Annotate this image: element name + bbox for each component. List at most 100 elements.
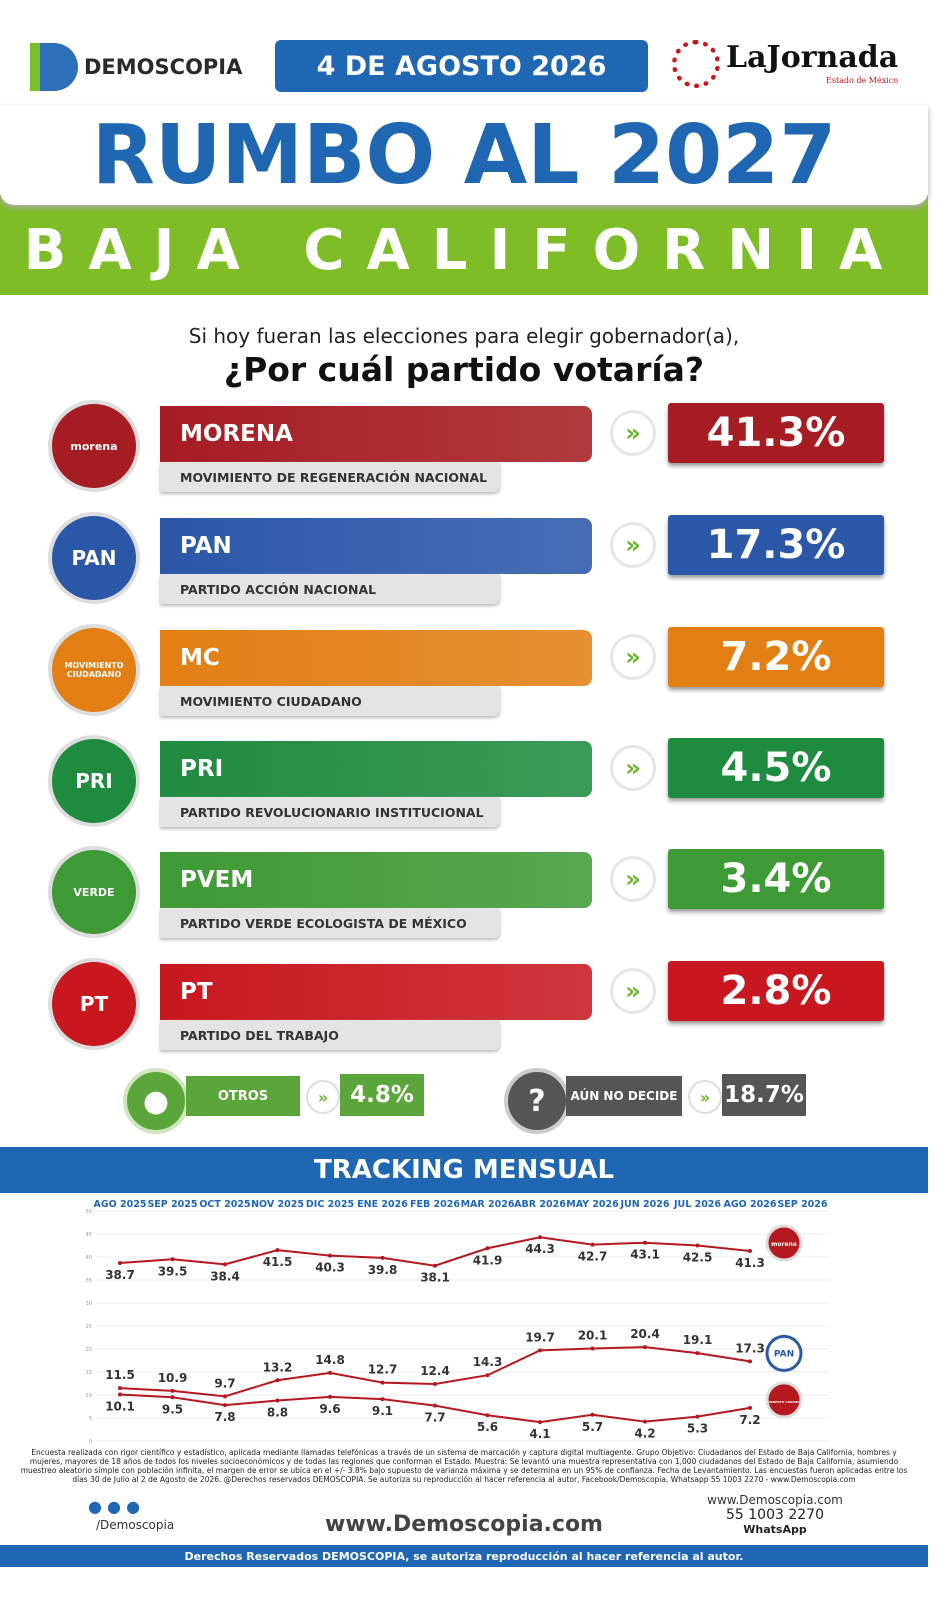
legend-icon xyxy=(765,1334,803,1372)
point xyxy=(223,1394,227,1399)
party-logo: PRI xyxy=(48,735,140,827)
data-label: 14.8 xyxy=(315,1353,345,1367)
question-line2: ¿Por cuál partido votaría? xyxy=(223,350,705,389)
party-result: 3.4% xyxy=(668,849,884,909)
tracking-title: TRACKING MENSUAL xyxy=(0,1147,928,1193)
x-tick-label: SEP 2025 xyxy=(147,1199,197,1210)
point xyxy=(643,1345,647,1350)
x-tick-label: AGO 2025 xyxy=(94,1199,147,1210)
legend-name: MOVIMIENTO CIUDADANO xyxy=(762,1400,806,1404)
methodology: Encuesta realizada con rigor científico … xyxy=(20,1448,908,1484)
party-name-bar: PT xyxy=(160,964,592,1020)
data-label: 13.2 xyxy=(263,1360,293,1374)
point xyxy=(118,1386,122,1391)
point xyxy=(695,1351,700,1356)
point xyxy=(380,1380,385,1385)
point xyxy=(485,1413,490,1418)
x-tick-label: MAY 2026 xyxy=(566,1199,619,1210)
party-result: 7.2% xyxy=(668,627,884,687)
y-tick-label: 10 xyxy=(86,1393,92,1399)
y-tick-label: 50 xyxy=(86,1209,92,1215)
undecided-result: 18.7% xyxy=(722,1074,806,1116)
site: www.Demoscopia.com xyxy=(325,1512,603,1537)
data-label: 8.8 xyxy=(267,1406,288,1420)
point xyxy=(433,1381,437,1386)
data-label: 14.3 xyxy=(473,1355,503,1369)
undecided-icon: ? xyxy=(504,1068,570,1134)
data-label: 44.3 xyxy=(525,1242,555,1256)
chevron: » xyxy=(610,745,656,791)
data-label: 9.7 xyxy=(214,1376,235,1390)
x-tick-label: SEP 2026 xyxy=(777,1199,827,1210)
brand-logo: DEMOSCOPIA xyxy=(30,42,260,92)
others-icon: ● xyxy=(123,1068,189,1134)
phone: 55 1003 2270 xyxy=(726,1507,824,1523)
undecided-label: AÚN NO DECIDE xyxy=(566,1076,682,1116)
data-label: 10.9 xyxy=(158,1371,188,1385)
point xyxy=(170,1388,175,1393)
point xyxy=(433,1263,437,1268)
chevron: » xyxy=(610,410,656,456)
point xyxy=(170,1395,175,1400)
data-label: 12.4 xyxy=(420,1364,450,1378)
party-result: 17.3% xyxy=(668,515,884,575)
party-full-name: MOVIMIENTO CIUDADANO xyxy=(160,686,500,716)
rights: Derechos Reservados DEMOSCOPIA, se autor… xyxy=(0,1545,928,1567)
point xyxy=(433,1403,437,1408)
data-label: 41.3 xyxy=(735,1256,765,1270)
point xyxy=(538,1348,542,1353)
party-full-name: PARTIDO VERDE ECOLOGISTA DE MÉXICO xyxy=(160,908,500,938)
data-label: 38.1 xyxy=(420,1271,450,1285)
data-label: 7.2 xyxy=(739,1413,760,1427)
party-logo: PAN xyxy=(48,512,140,604)
chevron: » xyxy=(610,968,656,1014)
party-full-name: PARTIDO REVOLUCIONARIO INSTITUCIONAL xyxy=(160,797,500,827)
y-tick-label: 15 xyxy=(86,1370,92,1376)
data-label: 42.5 xyxy=(683,1251,713,1265)
data-label: 43.1 xyxy=(630,1248,660,1262)
party-result: 41.3% xyxy=(668,403,884,463)
data-label: 9.1 xyxy=(372,1404,393,1418)
question-line1: Si hoy fueran las elecciones para elegir… xyxy=(188,324,740,348)
data-label: 9.6 xyxy=(319,1402,340,1416)
x-tick-label: FEB 2026 xyxy=(410,1199,460,1210)
party-name-bar: PRI xyxy=(160,741,592,797)
point xyxy=(118,1260,122,1265)
point xyxy=(485,1373,490,1378)
point xyxy=(590,1242,595,1247)
social: /Demoscopia xyxy=(96,1518,175,1532)
data-label: 4.1 xyxy=(529,1427,550,1441)
party-logo: MOVIMIENTO CIUDADANO xyxy=(48,624,140,716)
x-tick-label: NOV 2025 xyxy=(251,1199,304,1210)
data-label: 4.2 xyxy=(634,1427,655,1441)
point xyxy=(328,1394,332,1399)
title: RUMBO AL 2027 xyxy=(0,105,928,205)
point xyxy=(538,1235,542,1240)
party-full-name: PARTIDO ACCIÓN NACIONAL xyxy=(160,574,500,604)
party-full-name: PARTIDO DEL TRABAJO xyxy=(160,1020,500,1050)
point xyxy=(380,1255,385,1260)
others-result: 4.8% xyxy=(340,1074,424,1116)
point xyxy=(590,1346,595,1351)
y-tick-label: 0 xyxy=(89,1439,92,1445)
x-tick-label: JUL 2026 xyxy=(673,1199,721,1210)
legend-name: PAN xyxy=(774,1349,794,1359)
data-label: 20.4 xyxy=(630,1327,660,1341)
data-label: 42.7 xyxy=(578,1250,608,1264)
point xyxy=(748,1249,752,1254)
site-small: www.Demoscopia.com xyxy=(707,1493,843,1507)
point xyxy=(643,1240,647,1245)
point xyxy=(748,1359,752,1364)
point xyxy=(695,1243,700,1248)
point xyxy=(643,1419,647,1424)
party-result: 2.8% xyxy=(668,961,884,1021)
party-logo: morena xyxy=(48,400,140,492)
point xyxy=(275,1378,280,1383)
point xyxy=(380,1397,385,1402)
legend-icon xyxy=(765,1224,803,1262)
y-tick-label: 35 xyxy=(86,1278,92,1284)
x-tick-label: ABR 2026 xyxy=(514,1199,566,1210)
data-label: 17.3 xyxy=(735,1341,765,1355)
y-tick-label: 30 xyxy=(86,1301,92,1307)
